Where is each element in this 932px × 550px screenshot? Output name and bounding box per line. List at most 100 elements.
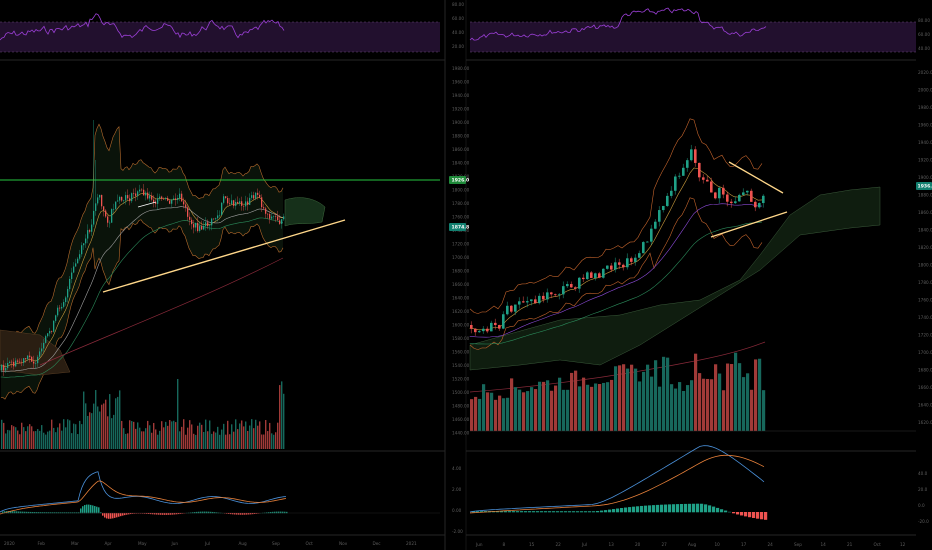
volume-bar: [482, 384, 486, 431]
candle: [151, 192, 153, 202]
candle-body: [101, 195, 103, 207]
candle-body: [67, 289, 69, 298]
triangle-lower-line[interactable]: [710, 211, 788, 238]
right-rsi-axis-label: 60.00: [918, 32, 930, 37]
candle-body: [177, 197, 179, 200]
volume-bar: [109, 394, 111, 449]
candle: [494, 318, 497, 330]
candle-body: [73, 266, 75, 273]
right-ma-slow: [469, 221, 763, 345]
candle: [79, 249, 81, 261]
candle: [161, 195, 163, 201]
candle-body: [189, 216, 191, 220]
candle: [606, 265, 609, 270]
candle-body: [606, 265, 609, 269]
volume-bar: [15, 427, 17, 449]
candle-body: [710, 181, 713, 193]
volume-bar: [51, 419, 53, 449]
support-trendline[interactable]: [102, 219, 346, 293]
macd-histogram-bar: [564, 511, 568, 513]
candle-body: [217, 215, 219, 219]
macd-histogram-bar: [668, 504, 672, 513]
macd-histogram-bar: [584, 511, 588, 513]
macd-histogram-bar: [620, 508, 624, 513]
left-bollinger-fill: [1, 124, 283, 400]
candle: [574, 286, 577, 292]
candle-body: [79, 254, 81, 259]
candle-body: [590, 272, 593, 278]
candle: [189, 212, 191, 226]
macd-histogram-bar: [14, 511, 16, 514]
candle-body: [137, 191, 139, 196]
mini-trendline[interactable]: [137, 201, 157, 208]
candle: [726, 191, 729, 207]
candle-body: [614, 262, 617, 270]
right-time-axis-label: 24: [768, 542, 774, 547]
candle-body: [746, 190, 749, 193]
candle-body: [105, 210, 107, 217]
macd-histogram-bar: [24, 511, 26, 514]
candle: [99, 194, 101, 201]
candle: [19, 358, 21, 364]
candle: [13, 358, 15, 370]
candle: [490, 320, 493, 332]
volume-bar: [251, 419, 253, 449]
candle: [255, 191, 257, 201]
macd-histogram-bar: [588, 511, 592, 513]
volume-bar: [225, 434, 227, 449]
candle: [175, 193, 177, 206]
macd-histogram-bar: [644, 505, 648, 513]
candle-body: [678, 175, 681, 177]
candle-body: [221, 202, 223, 215]
macd-histogram-bar: [660, 504, 664, 513]
macd-histogram-bar: [246, 513, 248, 515]
candle-body: [83, 243, 85, 246]
candle: [205, 217, 207, 231]
left-price-axis-label: 1440.00: [452, 431, 470, 436]
candle-body: [161, 196, 163, 199]
candle-body: [43, 342, 45, 349]
macd-histogram-bar: [560, 511, 564, 513]
macd-histogram-bar: [88, 504, 90, 514]
candle: [237, 196, 239, 205]
right-bollinger-upper: [469, 118, 763, 314]
candle: [115, 201, 117, 211]
left-price-axis-label: 1680.00: [452, 269, 470, 274]
volume-bar: [215, 432, 217, 449]
candle-body: [686, 160, 689, 168]
volume-bar: [71, 433, 73, 449]
macd-histogram-bar: [536, 511, 540, 513]
volume-bar: [494, 399, 498, 431]
candle: [546, 288, 549, 303]
volume-bar: [63, 419, 65, 449]
volume-bar: [103, 403, 105, 449]
candle-body: [634, 257, 637, 262]
macd-histogram-bar: [720, 509, 724, 513]
candle-body: [225, 196, 227, 198]
macd-histogram-bar: [556, 511, 560, 513]
candle: [750, 188, 753, 202]
candle-body: [598, 273, 601, 278]
candle-body: [273, 216, 275, 217]
candle-body: [490, 322, 493, 332]
candle: [654, 219, 657, 230]
candle: [626, 253, 629, 270]
candle-body: [87, 230, 89, 239]
volume-bar: [694, 353, 698, 431]
volume-bar: [550, 390, 554, 431]
candle-body: [229, 203, 231, 205]
candle-body: [255, 192, 257, 199]
triangle-upper-line[interactable]: [728, 161, 784, 194]
candle: [113, 203, 115, 213]
volume-bar: [738, 363, 742, 431]
volume-bar: [97, 406, 99, 449]
right-time-axis-label: 10: [715, 542, 721, 547]
volume-bar: [17, 430, 19, 449]
candle-body: [219, 214, 221, 216]
candle-body: [227, 197, 229, 204]
volume-bar: [53, 427, 55, 449]
macd-histogram-bar: [164, 513, 166, 515]
candle: [265, 206, 267, 219]
macd-histogram-bar: [234, 513, 236, 515]
